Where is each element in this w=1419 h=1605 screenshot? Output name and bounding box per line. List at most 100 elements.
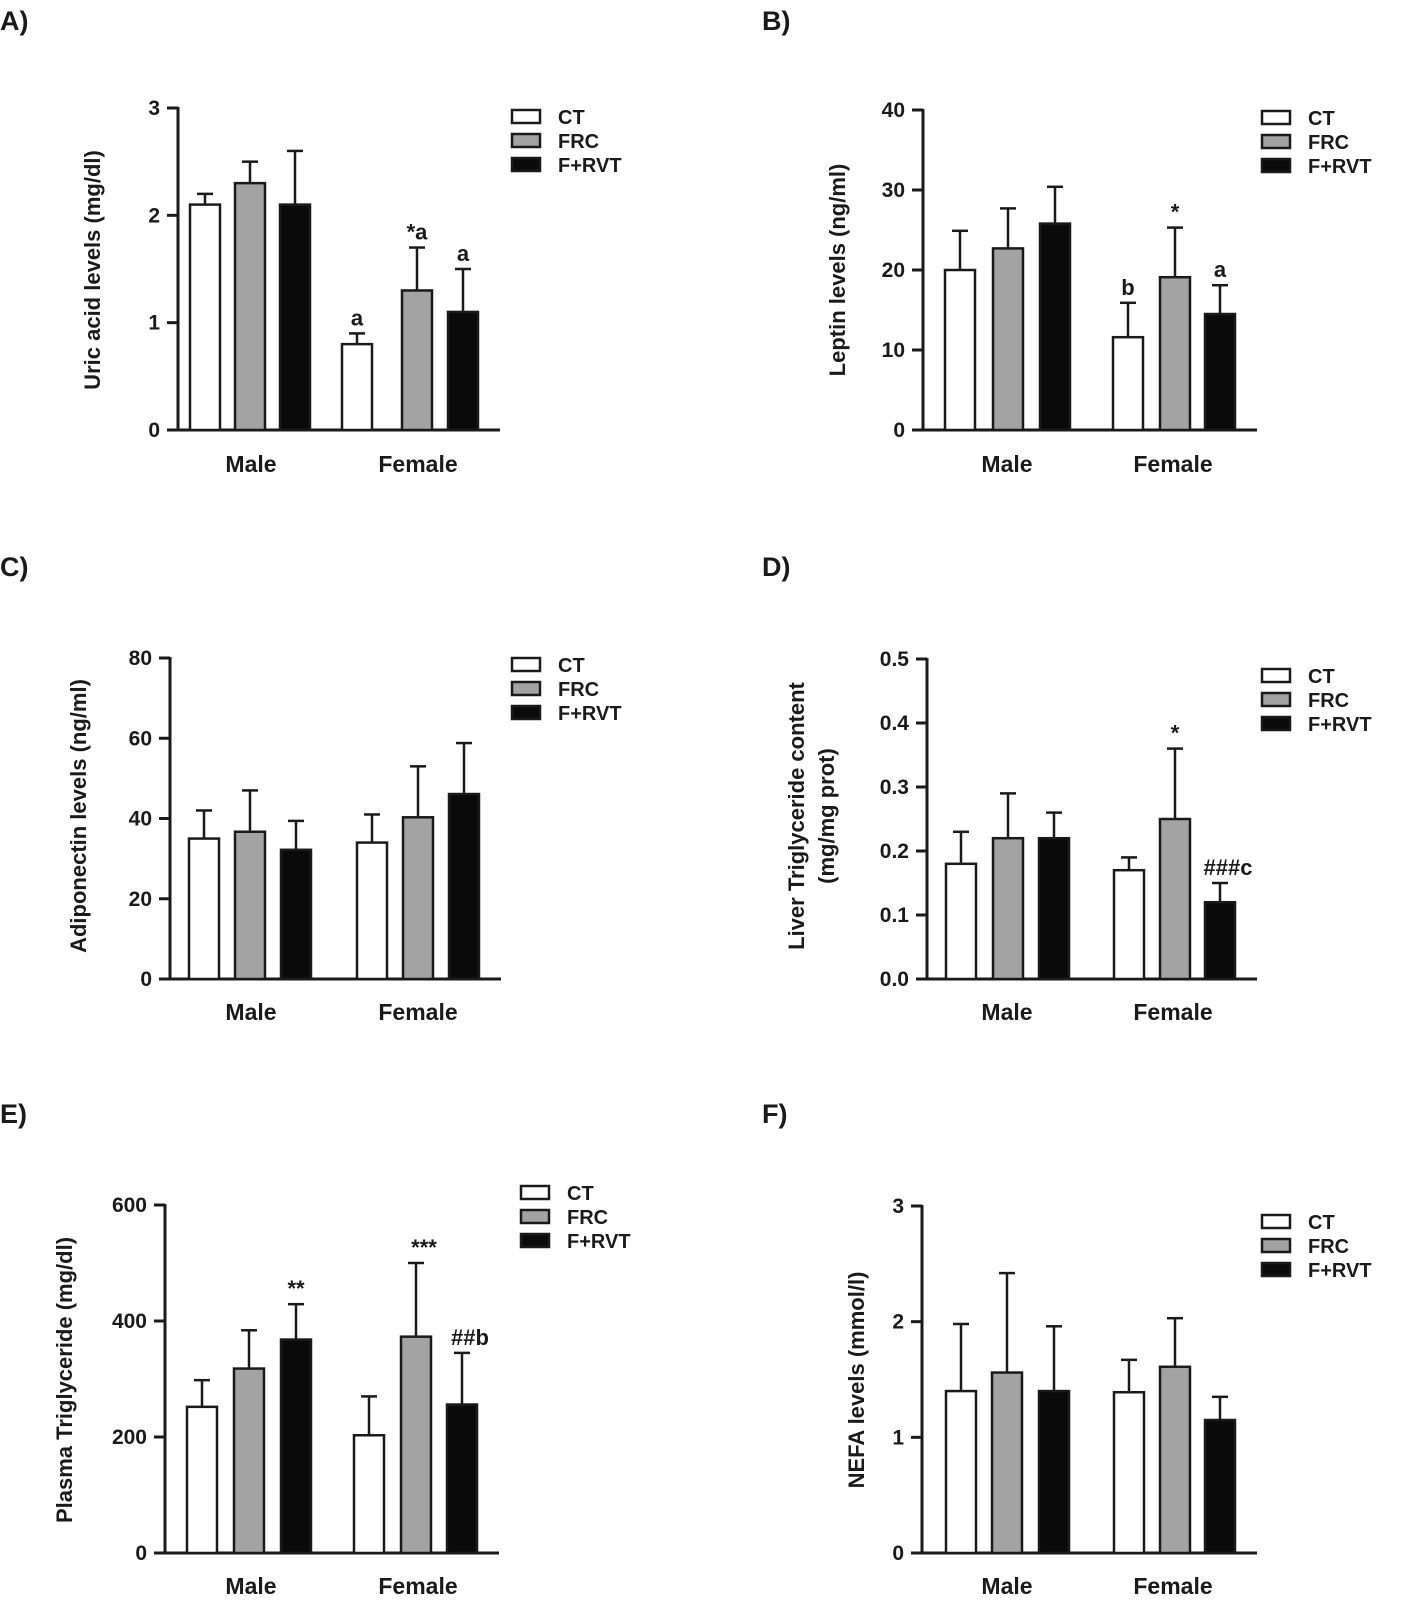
y-axis-label-line: Adiponectin levels (ng/ml) bbox=[66, 679, 91, 953]
significance-annotation: ##b bbox=[451, 1325, 489, 1350]
y-axis-label: Uric acid levels (mg/dl) bbox=[80, 150, 105, 390]
y-tick-label: 0.4 bbox=[880, 712, 910, 735]
bar-ct-female bbox=[1112, 868, 1146, 981]
bar-frc-male bbox=[990, 1371, 1024, 1555]
legend-label: FRC bbox=[558, 679, 599, 701]
bar-frvt-male bbox=[279, 848, 313, 981]
x-category-label: Female bbox=[1133, 451, 1212, 477]
legend-swatch bbox=[510, 132, 542, 149]
bar-frvt-male bbox=[279, 1338, 313, 1555]
y-tick-label: 0.5 bbox=[880, 648, 910, 671]
y-axis-label: Adiponectin levels (ng/ml) bbox=[66, 679, 91, 953]
significance-annotation: a bbox=[1214, 257, 1227, 282]
bar-frc-female bbox=[400, 289, 434, 432]
chart-panel-2: B) 0 10 20 30 40 Leptin levels (ng/ml) Male Fema… bbox=[762, 6, 1372, 477]
significance-annotation: ** bbox=[287, 1276, 305, 1301]
y-tick-label: 40 bbox=[882, 99, 905, 122]
x-category-label: Female bbox=[378, 451, 457, 477]
legend-swatch bbox=[519, 1232, 551, 1249]
significance-annotation: a bbox=[457, 241, 470, 266]
legend-swatch bbox=[1260, 667, 1292, 684]
x-category-label: Male bbox=[225, 1573, 276, 1599]
y-axis-label: NEFA levels (mmol/l) bbox=[844, 1272, 869, 1489]
legend-swatch bbox=[1260, 1213, 1292, 1230]
bar-frc-male bbox=[233, 181, 267, 432]
legend-label: CT bbox=[558, 655, 585, 677]
y-tick-label: 0 bbox=[892, 1542, 904, 1565]
legend-swatch bbox=[1260, 157, 1292, 174]
y-axis-label: Leptin levels (ng/ml) bbox=[825, 164, 850, 377]
y-tick-label: 0.3 bbox=[880, 776, 909, 799]
y-tick-label: 40 bbox=[129, 808, 152, 831]
bar-frvt-female bbox=[447, 792, 481, 981]
bar-ct-female bbox=[355, 841, 389, 981]
y-tick-label: 0 bbox=[148, 419, 160, 442]
legend-swatch bbox=[1260, 1261, 1292, 1278]
significance-annotation: *a bbox=[407, 220, 429, 245]
legend-label: FRC bbox=[1308, 690, 1349, 712]
legend-label: CT bbox=[558, 107, 585, 129]
y-axis-label: Plasma Triglyceride (mg/dl) bbox=[52, 1237, 77, 1523]
bar-frc-female bbox=[1158, 1365, 1192, 1555]
bar-frc-female bbox=[399, 1335, 433, 1555]
legend-label: CT bbox=[1308, 1212, 1335, 1234]
panel-label: B) bbox=[762, 6, 791, 36]
significance-annotation: *** bbox=[411, 1235, 437, 1260]
y-tick-label: 3 bbox=[892, 1195, 904, 1218]
bar-frvt-female bbox=[445, 1403, 479, 1555]
significance-annotation: ###c bbox=[1204, 855, 1253, 880]
bar-ct-male bbox=[944, 1389, 978, 1555]
y-tick-label: 20 bbox=[882, 259, 905, 282]
y-tick-label: 0 bbox=[135, 1542, 147, 1565]
bar-ct-male bbox=[943, 268, 977, 432]
legend-label: CT bbox=[567, 1183, 594, 1205]
y-axis-label-line: NEFA levels (mmol/l) bbox=[844, 1272, 869, 1489]
bar-frvt-female bbox=[1203, 900, 1237, 981]
bar-ct-male bbox=[185, 1405, 219, 1555]
y-tick-label: 0.1 bbox=[880, 904, 910, 927]
legend-label: FRC bbox=[1308, 1236, 1349, 1258]
y-tick-label: 10 bbox=[882, 339, 905, 362]
x-category-label: Male bbox=[225, 999, 276, 1025]
bar-ct-male bbox=[188, 203, 222, 432]
y-axis-label-line: Plasma Triglyceride (mg/dl) bbox=[52, 1237, 77, 1523]
legend-label: CT bbox=[1308, 666, 1335, 688]
legend-swatch bbox=[510, 704, 542, 721]
legend-swatch bbox=[510, 680, 542, 697]
x-category-label: Female bbox=[378, 999, 457, 1025]
bar-frc-female bbox=[1158, 275, 1192, 432]
significance-annotation: b bbox=[1121, 275, 1134, 300]
legend-swatch bbox=[519, 1208, 551, 1225]
bar-ct-female bbox=[340, 342, 374, 432]
y-tick-label: 200 bbox=[112, 1426, 147, 1449]
legend-label: F+RVT bbox=[1308, 1260, 1372, 1282]
bar-frc-male bbox=[991, 247, 1025, 432]
legend-swatch bbox=[1260, 109, 1292, 126]
bar-ct-female bbox=[1111, 335, 1145, 432]
legend-swatch bbox=[1260, 1237, 1292, 1254]
panel-label: D) bbox=[762, 552, 791, 582]
chart-panel-4: D) 0.0 0.1 0.2 0.3 0.4 0.5 Liver Triglyceride c… bbox=[762, 552, 1372, 1025]
legend-label: F+RVT bbox=[558, 703, 622, 725]
significance-annotation: * bbox=[1171, 721, 1180, 746]
y-axis-label-line: Leptin levels (ng/ml) bbox=[825, 164, 850, 377]
chart-panel-1: A) 0 1 2 3 Uric acid levels (mg/dl) Male Female… bbox=[0, 6, 622, 477]
y-tick-label: 0.0 bbox=[880, 968, 909, 991]
y-tick-label: 60 bbox=[129, 727, 152, 750]
bar-frc-male bbox=[233, 830, 267, 981]
bar-frvt-male bbox=[1037, 1389, 1071, 1555]
y-axis-label: Liver Triglyceride content (mg/mg prot) bbox=[784, 681, 839, 949]
bar-frvt-female bbox=[1203, 312, 1237, 432]
bar-ct-female bbox=[1112, 1390, 1146, 1555]
y-axis-label-line: Liver Triglyceride content bbox=[784, 681, 809, 949]
bar-frvt-female bbox=[446, 310, 480, 432]
legend-swatch bbox=[1260, 133, 1292, 150]
x-category-label: Female bbox=[378, 1573, 457, 1599]
significance-annotation: * bbox=[1171, 200, 1180, 225]
y-axis-label-line: Uric acid levels (mg/dl) bbox=[80, 150, 105, 390]
chart-panel-5: E) 0 200 400 600 Plasma Triglyceride (mg/dl) M… bbox=[0, 1099, 631, 1599]
y-tick-label: 0.2 bbox=[880, 840, 909, 863]
legend-swatch bbox=[519, 1184, 551, 1201]
legend-label: FRC bbox=[1308, 132, 1349, 154]
panel-label: C) bbox=[0, 552, 29, 582]
